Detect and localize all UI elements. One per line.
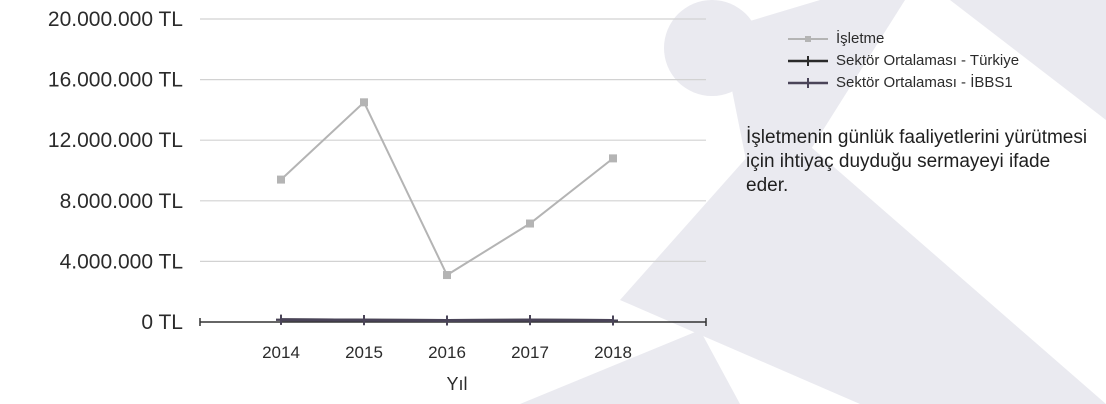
y-tick-label: 12.000.000 TL	[48, 129, 183, 152]
y-tick-label: 16.000.000 TL	[48, 69, 183, 92]
legend-swatch-isletme	[788, 36, 828, 42]
series-0	[277, 98, 617, 280]
data-point	[360, 98, 368, 107]
data-point	[443, 271, 451, 280]
data-point	[525, 315, 535, 326]
legend-item-turkiye: Sektör Ortalaması - Türkiye	[786, 50, 1019, 72]
x-tick-label: 2014	[262, 343, 300, 362]
data-point	[608, 315, 618, 326]
y-tick-label: 0 TL	[141, 311, 183, 334]
chart-description: İşletmenin günlük faaliyetlerini yürütme…	[746, 127, 1088, 196]
legend-swatch-turkiye	[788, 56, 828, 66]
y-tick-label: 20.000.000 TL	[48, 8, 183, 31]
data-point	[609, 154, 617, 163]
data-point	[276, 314, 286, 325]
line-chart: 20.000.000 TL 16.000.000 TL 12.000.000 TL 8…	[48, 8, 707, 394]
x-axis	[199, 318, 707, 326]
y-tick-label: 4.000.000 TL	[60, 250, 183, 273]
y-tick-labels: 20.000.000 TL 16.000.000 TL 12.000.000 TL 8…	[48, 8, 183, 334]
legend-item-ibbs1: Sektör Ortalaması - İBBS1	[786, 72, 1019, 94]
x-axis-label: Yıl	[446, 374, 467, 394]
legend-swatch-ibbs1	[788, 78, 828, 88]
data-point	[277, 175, 285, 184]
legend: İşletme Sektör Ortalaması - Türkiye Sekt…	[786, 28, 1019, 94]
series-line	[280, 100, 614, 277]
series-lines	[276, 98, 618, 326]
legend-label-ibbs1: Sektör Ortalaması - İBBS1	[836, 74, 1013, 91]
data-point	[526, 219, 534, 228]
x-tick-label: 2018	[594, 343, 632, 362]
x-tick-label: 2015	[345, 343, 383, 362]
x-tick-label: 2017	[511, 343, 549, 362]
legend-item-isletme: İşletme	[786, 28, 1019, 50]
series-2	[276, 314, 618, 326]
y-tick-label: 8.000.000 TL	[60, 190, 183, 213]
grid-lines	[200, 18, 706, 262]
legend-label-isletme: İşletme	[836, 30, 885, 47]
data-point	[442, 315, 452, 326]
x-tick-label: 2016	[428, 343, 466, 362]
x-tick-labels: 2014 2015 2016 2017 2018	[262, 343, 632, 362]
legend-label-turkiye: Sektör Ortalaması - Türkiye	[836, 52, 1020, 69]
data-point	[359, 315, 369, 326]
